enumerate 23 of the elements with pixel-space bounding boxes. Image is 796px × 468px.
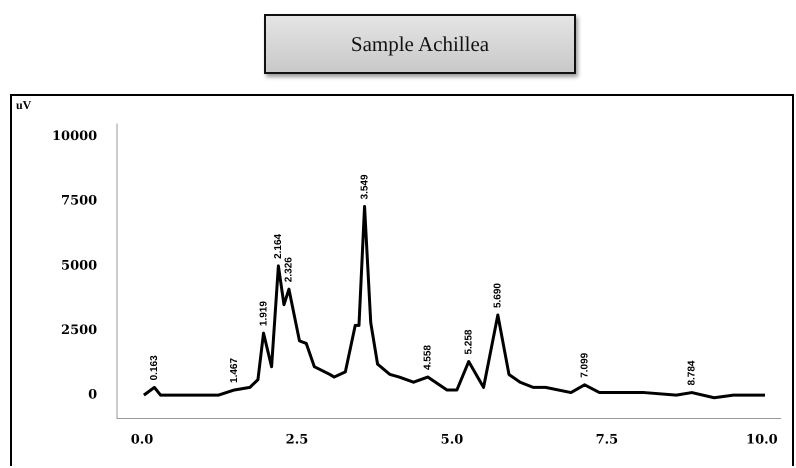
annotation: 8.784: [686, 360, 698, 386]
x-tick-label: 7.5: [596, 432, 618, 448]
chart-title: Sample Achillea: [264, 14, 576, 74]
y-axis-title: uV: [16, 98, 32, 112]
x-tick-label: 10.0: [746, 432, 778, 448]
annotation: 2.164: [273, 233, 284, 259]
annotation: 4.558: [422, 344, 434, 370]
y-tick-label: 0: [88, 388, 98, 403]
annotation: 3.549: [359, 174, 370, 200]
x-tick-label: 2.5: [286, 432, 308, 448]
y-tick-label: 5000: [61, 258, 98, 274]
x-tick-label: 5.0: [440, 432, 464, 448]
y-tick-label: 2500: [61, 322, 98, 338]
annotation: 0.163: [149, 354, 160, 380]
annotation: 5.690: [492, 282, 504, 308]
x-tick-label: 0.0: [130, 432, 154, 448]
annotation: 7.099: [579, 352, 590, 378]
annotation: 1.919: [258, 300, 270, 326]
y-tick-label: 7500: [61, 194, 98, 209]
annotation: 2.326: [284, 256, 295, 282]
annotation: 1.467: [229, 358, 240, 383]
y-tick-label: 10000: [52, 129, 98, 144]
annotation: 5.258: [463, 329, 474, 355]
